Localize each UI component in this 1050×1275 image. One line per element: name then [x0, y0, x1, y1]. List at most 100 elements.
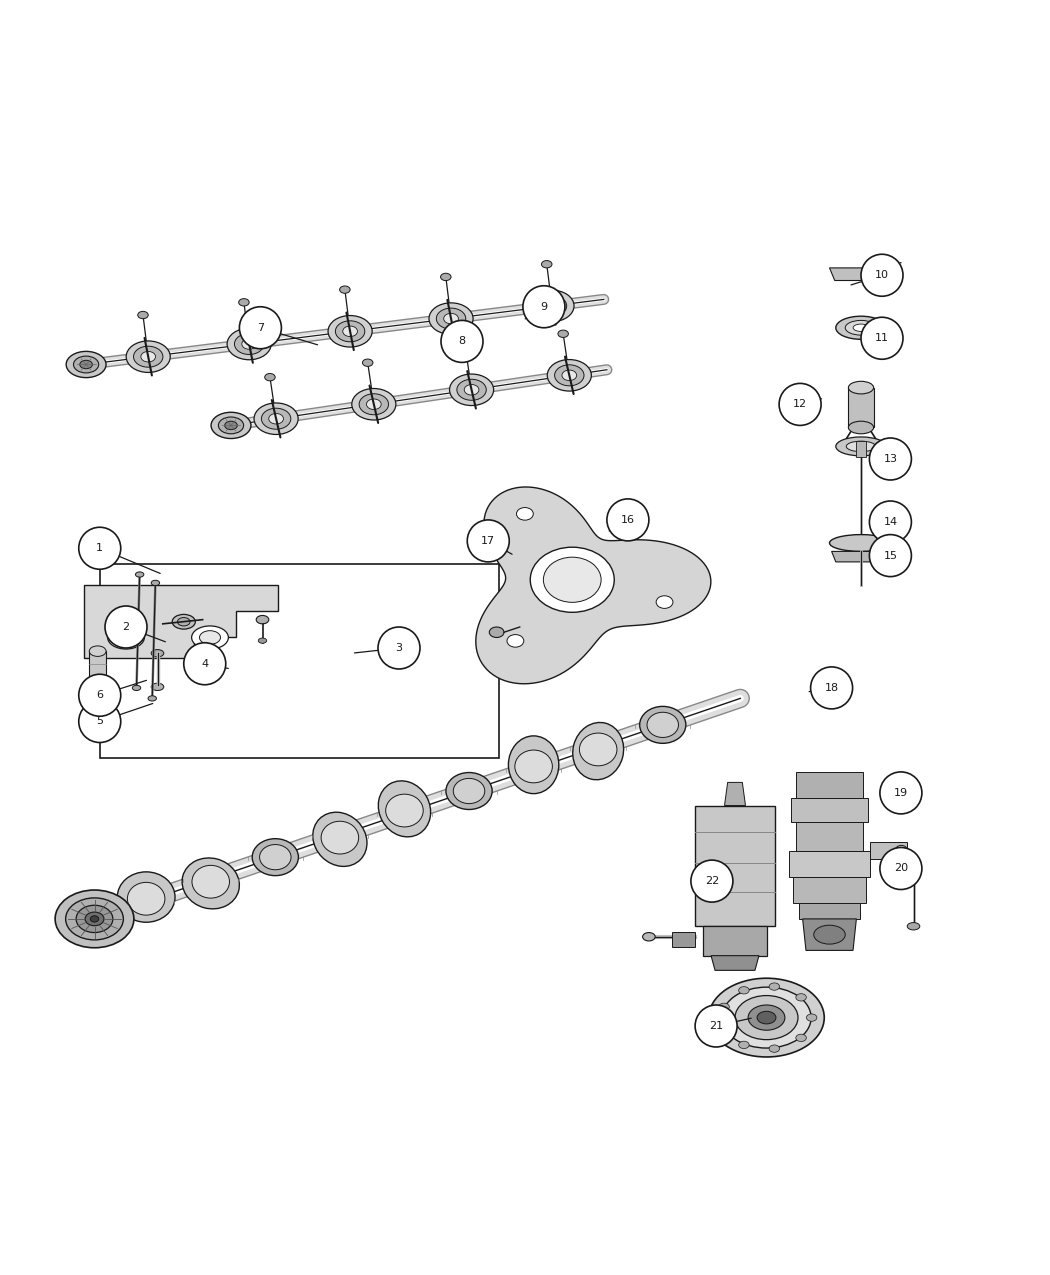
Ellipse shape	[138, 311, 148, 319]
Ellipse shape	[806, 1014, 817, 1021]
Ellipse shape	[76, 905, 113, 932]
Circle shape	[869, 439, 911, 479]
Ellipse shape	[814, 926, 845, 944]
Ellipse shape	[738, 987, 749, 994]
Ellipse shape	[464, 385, 479, 395]
Circle shape	[869, 501, 911, 543]
Ellipse shape	[172, 615, 195, 629]
Polygon shape	[869, 843, 906, 859]
Ellipse shape	[321, 821, 359, 854]
Ellipse shape	[846, 441, 876, 451]
Ellipse shape	[739, 1042, 750, 1048]
Text: 1: 1	[97, 543, 103, 553]
Circle shape	[880, 848, 922, 890]
Ellipse shape	[141, 352, 155, 362]
Ellipse shape	[261, 408, 291, 430]
Ellipse shape	[735, 996, 798, 1039]
Ellipse shape	[908, 873, 919, 880]
Ellipse shape	[895, 845, 907, 856]
Ellipse shape	[74, 356, 99, 372]
Ellipse shape	[107, 626, 145, 649]
Ellipse shape	[258, 638, 267, 644]
Ellipse shape	[89, 646, 106, 657]
Ellipse shape	[151, 683, 164, 691]
Ellipse shape	[437, 309, 466, 329]
Ellipse shape	[135, 572, 144, 578]
Text: 11: 11	[875, 333, 889, 343]
Ellipse shape	[313, 812, 367, 867]
Ellipse shape	[796, 993, 806, 1001]
Polygon shape	[799, 903, 860, 919]
Ellipse shape	[151, 580, 160, 585]
Ellipse shape	[118, 872, 175, 922]
Polygon shape	[84, 585, 278, 658]
Ellipse shape	[378, 780, 430, 836]
Bar	[100, 564, 499, 759]
Ellipse shape	[265, 374, 275, 381]
Polygon shape	[802, 919, 857, 950]
Ellipse shape	[460, 344, 470, 352]
Ellipse shape	[192, 866, 230, 898]
Circle shape	[779, 384, 821, 426]
Ellipse shape	[269, 413, 284, 425]
Text: 17: 17	[481, 536, 496, 546]
Ellipse shape	[719, 1003, 730, 1011]
Circle shape	[869, 534, 911, 576]
Ellipse shape	[211, 412, 251, 439]
Ellipse shape	[508, 736, 559, 793]
Ellipse shape	[256, 616, 269, 623]
Ellipse shape	[547, 360, 591, 391]
Text: 9: 9	[541, 302, 547, 312]
Ellipse shape	[719, 1025, 730, 1031]
Ellipse shape	[709, 978, 824, 1057]
Ellipse shape	[449, 374, 493, 405]
Ellipse shape	[647, 713, 678, 737]
Text: 18: 18	[824, 683, 839, 692]
Polygon shape	[711, 956, 759, 970]
Circle shape	[79, 528, 121, 569]
Polygon shape	[830, 268, 871, 280]
Ellipse shape	[89, 694, 106, 704]
Polygon shape	[704, 926, 766, 956]
Ellipse shape	[227, 328, 271, 360]
Ellipse shape	[259, 844, 291, 870]
Ellipse shape	[252, 839, 298, 876]
Text: 14: 14	[883, 516, 898, 527]
Ellipse shape	[722, 987, 811, 1048]
Polygon shape	[796, 822, 863, 850]
Ellipse shape	[55, 890, 134, 947]
Ellipse shape	[545, 301, 560, 311]
Ellipse shape	[238, 298, 249, 306]
Ellipse shape	[517, 507, 533, 520]
Ellipse shape	[133, 347, 163, 367]
Ellipse shape	[385, 794, 423, 827]
Circle shape	[79, 700, 121, 742]
Ellipse shape	[366, 399, 381, 409]
Text: 15: 15	[883, 551, 898, 561]
Ellipse shape	[225, 421, 237, 430]
Ellipse shape	[339, 286, 350, 293]
Ellipse shape	[328, 315, 372, 347]
Text: 3: 3	[396, 643, 402, 653]
Text: 7: 7	[257, 323, 264, 333]
Ellipse shape	[530, 547, 614, 612]
Ellipse shape	[643, 932, 655, 941]
Ellipse shape	[126, 340, 170, 372]
Ellipse shape	[362, 360, 373, 366]
Circle shape	[523, 286, 565, 328]
Ellipse shape	[148, 696, 156, 701]
Ellipse shape	[65, 898, 124, 940]
Ellipse shape	[554, 365, 584, 386]
Ellipse shape	[342, 326, 357, 337]
Text: 2: 2	[123, 622, 129, 632]
Ellipse shape	[544, 557, 601, 602]
Ellipse shape	[836, 437, 886, 456]
Ellipse shape	[562, 370, 576, 380]
Circle shape	[861, 317, 903, 360]
Ellipse shape	[748, 1005, 785, 1030]
Ellipse shape	[507, 635, 524, 648]
Ellipse shape	[538, 296, 567, 316]
Ellipse shape	[837, 442, 847, 449]
Text: 10: 10	[875, 270, 889, 280]
Ellipse shape	[769, 1046, 779, 1052]
